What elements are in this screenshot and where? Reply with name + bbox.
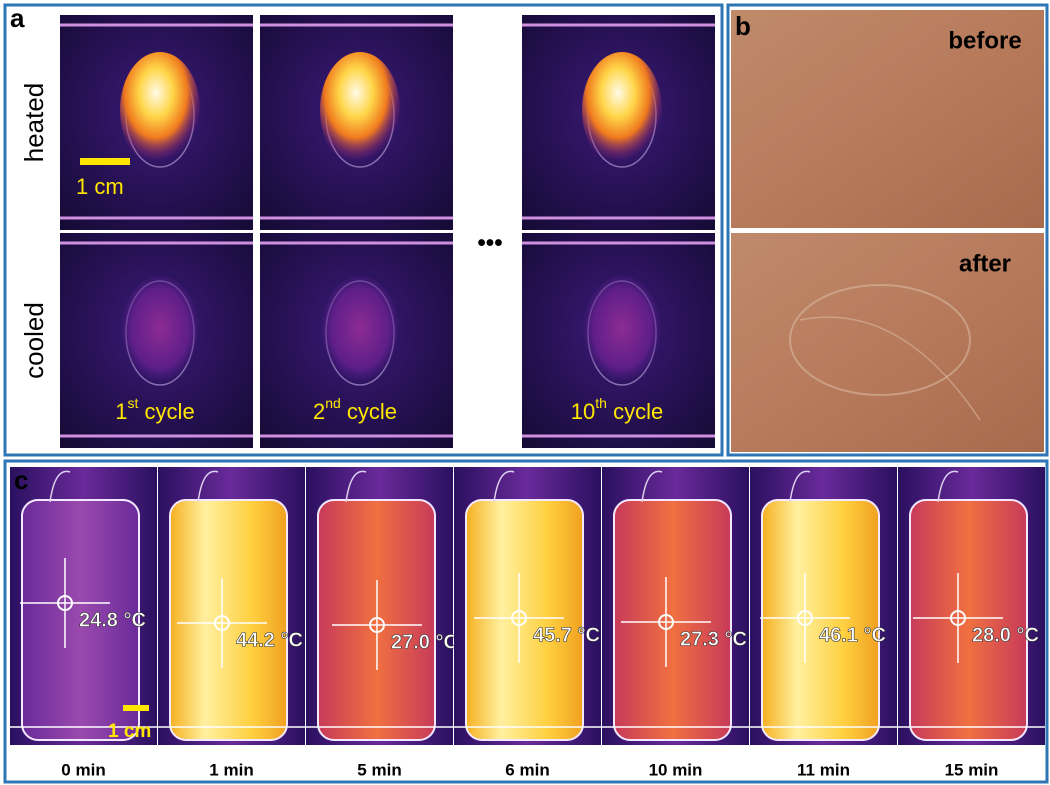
- panel-label: b: [735, 11, 751, 41]
- scale-label: 1 cm: [76, 174, 124, 199]
- hot-spot: [320, 52, 400, 168]
- cycle-suffix: st: [128, 395, 139, 411]
- time-label: 5 min: [357, 760, 401, 779]
- temperature-label: 27.3 °C: [680, 628, 747, 650]
- cycle-suffix: th: [595, 395, 607, 411]
- sample-can: [762, 500, 879, 740]
- hot-spot: [582, 52, 662, 168]
- cycle-text: cycle: [607, 399, 663, 424]
- cool-spot: [322, 276, 398, 380]
- ellipsis: •••: [477, 229, 502, 256]
- cycle-suffix: nd: [325, 395, 341, 411]
- temperature-label: 44.2 °C: [236, 629, 303, 651]
- photo-label: before: [948, 27, 1021, 54]
- figure: aheatedcooled1 cm•••1st cycle2nd cycle10…: [0, 0, 1050, 785]
- cycle-number: 1: [115, 399, 127, 424]
- cycle-number: 10: [571, 399, 595, 424]
- temperature-label: 24.8 °C: [79, 609, 146, 631]
- panel-label: a: [10, 3, 25, 33]
- time-label: 10 min: [649, 760, 703, 779]
- temperature-label: 28.0 °C: [972, 624, 1039, 646]
- hot-spot: [120, 52, 200, 168]
- time-label: 6 min: [505, 760, 549, 779]
- time-label: 1 min: [209, 760, 253, 779]
- panel-label: c: [14, 465, 28, 495]
- sample-can: [910, 500, 1027, 740]
- cycle-text: cycle: [341, 399, 397, 424]
- temperature-label: 45.7 °C: [533, 624, 600, 646]
- cycle-label: 10th cycle: [571, 395, 663, 424]
- cycle-number: 2: [313, 399, 325, 424]
- time-label: 0 min: [61, 760, 105, 779]
- time-label: 11 min: [797, 760, 850, 779]
- time-label: 15 min: [945, 760, 999, 779]
- photo-label: after: [959, 250, 1011, 277]
- sample-can: [466, 500, 583, 740]
- temperature-label: 46.1 °C: [819, 624, 886, 646]
- cool-spot: [584, 276, 660, 380]
- temperature-label: 27.0 °C: [391, 631, 458, 653]
- scale-bar: [123, 705, 149, 711]
- cool-spot: [122, 276, 198, 380]
- cycle-label: 1st cycle: [115, 395, 194, 424]
- scale-bar: [80, 158, 130, 165]
- cycle-text: cycle: [138, 399, 194, 424]
- scale-label: 1 cm: [108, 721, 151, 742]
- row-label: cooled: [19, 302, 49, 379]
- row-label: heated: [19, 83, 49, 163]
